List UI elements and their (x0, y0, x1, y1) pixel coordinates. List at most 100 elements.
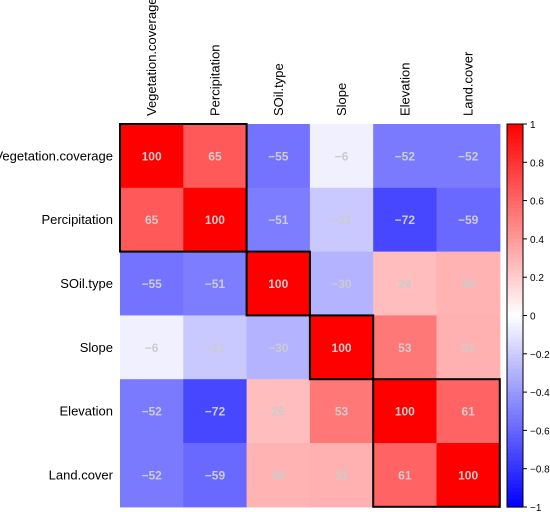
colorbar-segment (507, 196, 523, 202)
row-label: Vegetation.coverage (0, 148, 113, 163)
cell-value-label: −59 (205, 468, 226, 482)
colorbar-segment (507, 261, 523, 267)
heatmap-cell (373, 379, 438, 444)
colorbar-segment (507, 258, 523, 263)
colorbar-segment (507, 185, 523, 190)
colorbar-tick-label: 0.4 (530, 235, 544, 246)
colorbar-segment (507, 426, 523, 431)
cell-value-label: 31 (335, 468, 349, 482)
colorbar-segment (507, 380, 523, 386)
colorbar-tick-label: −0.2 (530, 350, 550, 361)
cell-value-label: 100 (205, 213, 225, 227)
cell-value-label: 31 (461, 341, 475, 355)
colorbar-segment (507, 315, 523, 320)
colorbar-segment (507, 491, 523, 497)
colorbar-segment (507, 189, 523, 194)
colorbar-segment (507, 219, 523, 225)
colorbar-segment (507, 146, 523, 152)
colorbar-segment (507, 495, 523, 500)
colorbar-tick-label: −0.4 (530, 388, 550, 399)
cluster-box (245, 250, 311, 317)
cell-value-label: −52 (141, 468, 162, 482)
heatmap-cell (120, 379, 184, 444)
heatmap-cell (246, 187, 311, 253)
colorbar-segment (507, 143, 523, 148)
cell-value-label: −72 (205, 405, 226, 419)
cell-value-label: 100 (395, 405, 415, 419)
cell-value-label: 100 (268, 277, 288, 291)
colorbar-segment (507, 139, 523, 144)
cell-value-label: 65 (208, 149, 222, 163)
colorbar-tick-label: −0.6 (530, 426, 550, 437)
colorbar-segment (507, 407, 523, 412)
colorbar-segment (507, 411, 523, 416)
colorbar-segment (507, 326, 523, 332)
colorbar-segment (507, 338, 523, 343)
cell-value-label: −30 (331, 277, 352, 291)
colorbar-segment (507, 192, 523, 198)
colorbar-segment (507, 384, 523, 389)
heatmap-cell (120, 251, 184, 316)
row-label: Elevation (60, 404, 113, 419)
colorbar-segment (507, 376, 523, 382)
colorbar-segment (507, 200, 523, 206)
colorbar-segment (507, 403, 523, 409)
heatmap-cell (436, 124, 501, 189)
heatmap-cell (183, 124, 248, 189)
colorbar-tick-label: −1 (530, 503, 542, 512)
cell-value-label: −59 (458, 213, 479, 227)
colorbar-segment (507, 430, 523, 435)
heatmap-cell (120, 315, 184, 380)
cluster-box (308, 314, 375, 381)
heatmap-cell (309, 315, 374, 380)
colorbar-segment (507, 353, 523, 359)
colorbar-segment (507, 250, 523, 255)
cell-value-label: −52 (141, 405, 162, 419)
colorbar-segment (507, 131, 523, 137)
colorbar-segment (507, 480, 523, 485)
cell-value-label: 100 (332, 341, 352, 355)
colorbar-segment (507, 154, 523, 160)
colorbar-segment (507, 127, 523, 133)
cell-value-label: −52 (395, 149, 416, 163)
colorbar-segment (507, 342, 523, 347)
colorbar-segment (507, 487, 523, 493)
heatmap-cell (436, 443, 501, 508)
colorbar-segment (507, 476, 523, 481)
colorbar-segment (507, 395, 523, 401)
heatmap-cell (436, 251, 501, 316)
colorbar-segment (507, 162, 523, 167)
colorbar-tick-label: −0.8 (530, 465, 550, 476)
heatmap-cell (183, 443, 248, 508)
cell-value-label: 26 (398, 277, 412, 291)
colorbar-segment (507, 177, 523, 183)
colorbar-tick-label: 1 (530, 120, 536, 131)
column-label: Slope (334, 83, 349, 116)
colorbar-tick-label: 0.8 (530, 158, 544, 169)
colorbar-segment (507, 365, 523, 370)
colorbar-segment (507, 254, 523, 259)
heatmap-cell (120, 443, 184, 508)
cell-value-label: 30 (272, 468, 286, 482)
cluster-box (372, 378, 501, 508)
heatmap-cell (246, 443, 311, 508)
heatmap-cell (309, 379, 374, 444)
colorbar-segment (507, 246, 523, 251)
cell-value-label: 100 (458, 468, 478, 482)
colorbar-segment (507, 231, 523, 236)
colorbar-segment (507, 453, 523, 458)
heatmap-cell-labels: 100 65 −55 −6 −52 −52 65 100 −51 −21 −72 −59 −55 −51 1… (141, 149, 478, 482)
colorbar-segment (507, 334, 523, 340)
heatmap-cell (436, 379, 501, 444)
cell-value-label: −52 (458, 149, 479, 163)
heatmap-cell (120, 187, 184, 253)
colorbar-segment (507, 357, 523, 363)
heatmap-cell (246, 315, 311, 380)
cell-value-label: −6 (145, 341, 159, 355)
colorbar-segment (507, 273, 523, 278)
heatmap-cell (309, 187, 374, 253)
heatmap-cell (309, 124, 374, 189)
colorbar-segment (507, 292, 523, 297)
colorbar: 1 0.8 0.6 0.4 0.2 0 −0.2 −0.4 −0.6 −0.8 −1 (506, 120, 550, 512)
